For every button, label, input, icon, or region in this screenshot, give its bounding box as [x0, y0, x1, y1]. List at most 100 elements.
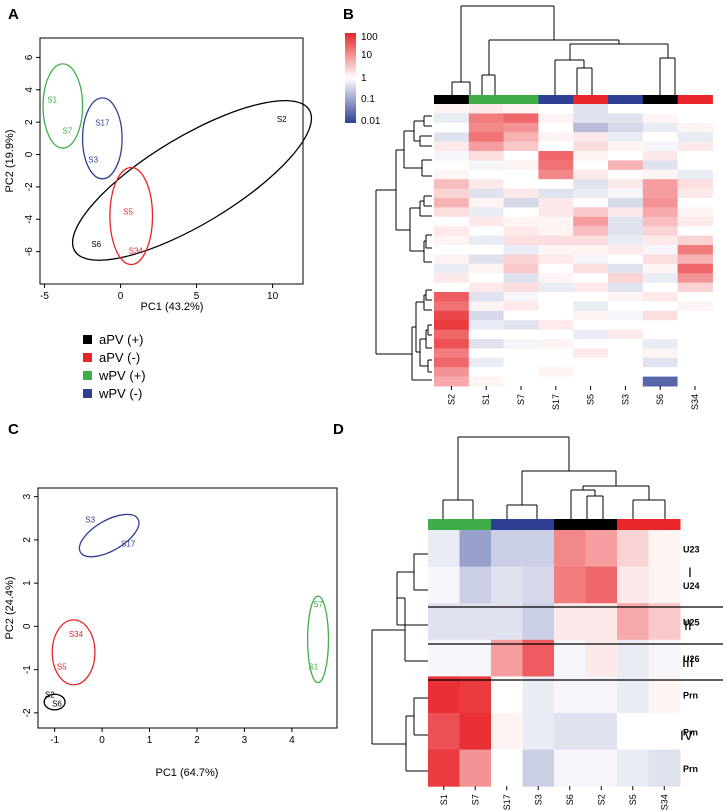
heatmap-cell: [434, 273, 470, 284]
heatmap-cell: [503, 188, 539, 199]
heatmap-cell: [677, 132, 713, 143]
column-group-bar: [617, 519, 649, 530]
heatmap-cell: [538, 273, 574, 284]
heatmap-cell: [642, 245, 679, 255]
heatmap-cell: [434, 122, 470, 133]
heatmap-cell: [522, 713, 555, 751]
column-label: S17: [502, 794, 512, 810]
panel-d-letter: D: [333, 421, 344, 438]
heatmap-cell: [677, 188, 713, 199]
y-tick-label: -6: [24, 247, 35, 256]
heatmap-cell: [538, 263, 574, 274]
heatmap-cell: [573, 292, 609, 302]
column-label: S5: [628, 794, 638, 805]
heatmap-cell: [554, 603, 586, 641]
panel-a-pca-plot: -5 0 5 10 -6 -4 -2 0 2 4 6 S1 S7 S17 S3 S2 S6 S5 S34: [24, 37, 313, 302]
heatmap-cell: [468, 104, 505, 114]
heatmap-cell: [503, 151, 539, 161]
column-label: S34: [690, 394, 700, 410]
heatmap-cell: [617, 566, 649, 604]
heatmap-cell: [468, 216, 505, 227]
heatmap-cell: [491, 566, 523, 604]
heatmap-cell: [468, 273, 505, 284]
heatmap-cell: [554, 566, 586, 604]
heatmap-cell: [677, 235, 713, 246]
heatmap-cell: [573, 160, 609, 171]
panel-d-cluster-separators: [428, 606, 723, 681]
heatmap-cell: [573, 122, 609, 133]
heatmap-cell: [554, 749, 586, 787]
heatmap-cell: [434, 357, 470, 368]
sample-label: S1: [308, 663, 318, 672]
heatmap-cell: [434, 329, 470, 340]
heatmap-cell: [608, 216, 644, 227]
heatmap-cell: [573, 132, 609, 143]
heatmap-cell: [608, 348, 644, 359]
sample-label: S34: [69, 630, 84, 639]
heatmap-cell: [677, 254, 713, 265]
heatmap-cell: [503, 169, 539, 180]
heatmap-cell: [608, 310, 644, 321]
heatmap-cell: [434, 207, 470, 218]
column-label: S7: [470, 794, 480, 805]
heatmap-cell: [538, 339, 574, 349]
row-label: U25: [683, 618, 700, 628]
group-ellipse: [51, 619, 96, 686]
heatmap-cell: [677, 207, 713, 218]
heatmap-cell: [538, 301, 574, 312]
y-tick-label: 0: [24, 151, 35, 157]
heatmap-cell: [608, 113, 644, 124]
sample-label: S7: [313, 600, 323, 609]
heatmap-cell: [468, 226, 505, 237]
heatmap-cell: [573, 273, 609, 284]
heatmap-cell: [468, 301, 505, 312]
heatmap-cell: [677, 339, 713, 349]
x-tick-label: 10: [267, 291, 279, 302]
heatmap-cell: [642, 207, 679, 218]
heatmap-cell: [642, 254, 679, 265]
x-tick-label: -5: [40, 291, 49, 302]
heatmap-cell: [677, 329, 713, 340]
heatmap-cell: [642, 104, 679, 114]
heatmap-cell: [468, 132, 505, 143]
y-tick-label: 2: [24, 119, 35, 125]
heatmap-cell: [522, 639, 555, 677]
legend-label-wpv-plus: wPV (+): [98, 368, 146, 383]
heatmap-cell: [538, 226, 574, 237]
legend-swatch-apv-minus: [83, 353, 92, 362]
column-label: S3: [533, 794, 543, 805]
heatmap-cell: [468, 122, 505, 133]
sample-label: S2: [45, 691, 55, 700]
heatmap-cell: [573, 169, 609, 180]
heatmap-cell: [677, 198, 713, 208]
heatmap-cell: [642, 263, 679, 274]
heatmap-cell: [459, 639, 492, 677]
group-ellipse: [43, 693, 66, 711]
heatmap-cell: [585, 530, 618, 568]
legend-swatch-apv-plus: [83, 335, 92, 344]
legend-swatch-wpv-minus: [83, 389, 92, 398]
heatmap-cell: [677, 169, 713, 180]
y-tick-label: -1: [22, 665, 33, 674]
column-group-bar: [522, 519, 555, 530]
sample-label: S5: [123, 207, 133, 216]
heatmap-cell: [503, 263, 539, 274]
column-label: S5: [586, 394, 596, 405]
heatmap-cell: [573, 188, 609, 199]
heatmap-cell: [428, 530, 460, 568]
heatmap-cell: [642, 320, 679, 331]
heatmap-cell: [608, 376, 644, 387]
heatmap-cell: [468, 141, 505, 152]
y-tick-label: -2: [22, 708, 33, 717]
heatmap-cell: [608, 207, 644, 218]
heatmap-cell: [677, 104, 713, 114]
heatmap-cell: [608, 122, 644, 133]
heatmap-cell: [642, 282, 679, 293]
group-ellipse: [109, 166, 154, 266]
heatmap-cell: [608, 263, 644, 274]
y-tick-label: 3: [22, 493, 33, 499]
column-label: S2: [596, 794, 606, 805]
heatmap-cell: [573, 329, 609, 340]
y-tick-label: -2: [24, 182, 35, 191]
heatmap-cell: [503, 179, 539, 190]
